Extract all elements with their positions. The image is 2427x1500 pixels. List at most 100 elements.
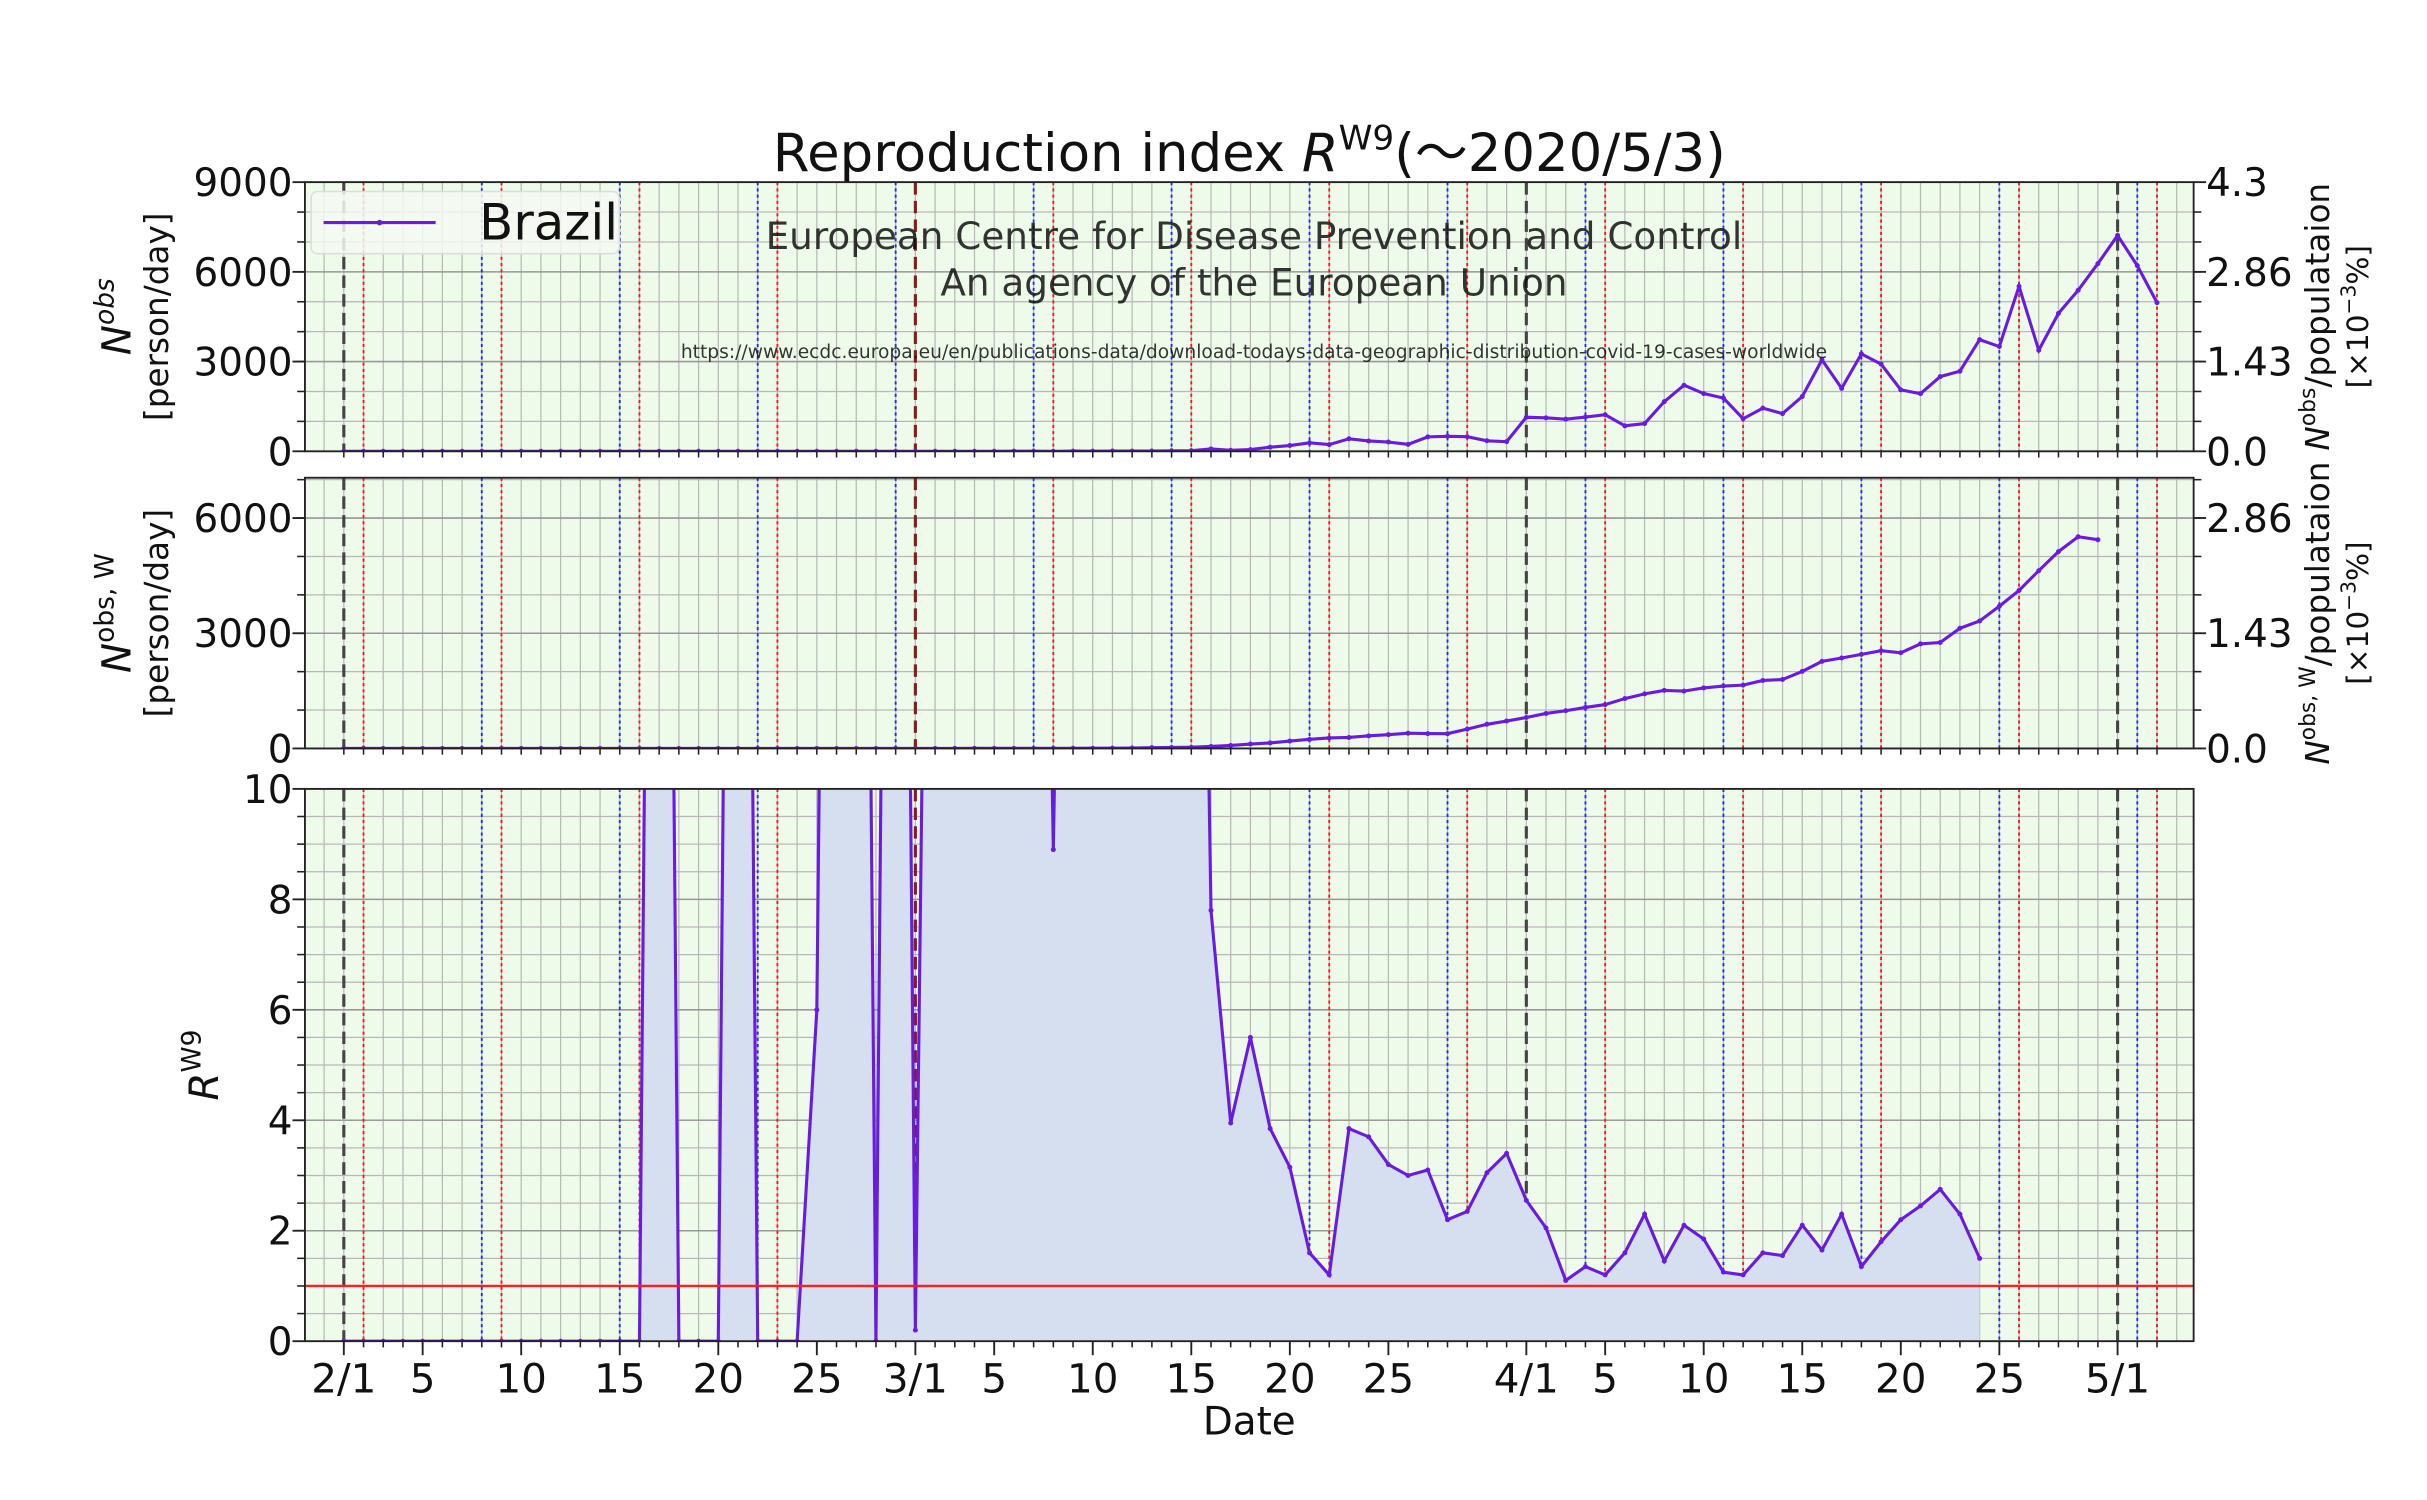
point xyxy=(1977,337,1983,343)
point xyxy=(2075,534,2081,540)
point xyxy=(1208,743,1214,749)
point xyxy=(2036,347,2042,353)
point xyxy=(1287,738,1293,744)
point xyxy=(1346,436,1352,442)
y-tick-label: 8 xyxy=(268,878,293,923)
y2-unit-text: [×10 xyxy=(2341,611,2375,685)
point xyxy=(1346,734,1352,740)
point xyxy=(1307,440,1313,446)
point xyxy=(1977,618,1983,624)
point xyxy=(1582,1264,1588,1270)
point xyxy=(1878,361,1884,367)
point xyxy=(1858,651,1864,657)
point xyxy=(1661,399,1667,405)
annotation: European Centre for Disease Prevention a… xyxy=(766,214,1743,258)
y-axis-label: Nobs, W xyxy=(90,553,141,673)
point xyxy=(1346,1126,1352,1132)
y-tick-label: 2 xyxy=(268,1210,293,1255)
point xyxy=(1898,650,1904,656)
y2-unit-end: %] xyxy=(2341,541,2375,581)
point xyxy=(1307,1250,1313,1256)
point xyxy=(1050,847,1056,853)
point xyxy=(1267,444,1273,450)
y2-label-sup: obs, W xyxy=(2296,666,2321,740)
point xyxy=(1937,374,1943,380)
point xyxy=(1799,668,1805,674)
y-label-symbol: N xyxy=(93,643,141,673)
y2-tick-label: 0.0 xyxy=(2206,430,2268,475)
point xyxy=(1622,423,1628,429)
point xyxy=(1247,1034,1253,1040)
data-layer xyxy=(341,534,2101,749)
x-tick-label: 5 xyxy=(410,1355,436,1403)
x-tick-label: 15 xyxy=(594,1355,645,1403)
x-tick-label: 15 xyxy=(1166,1355,1217,1403)
x-tick-label: 25 xyxy=(1363,1355,1414,1403)
y2-label-symbol: N xyxy=(2299,426,2337,450)
point xyxy=(2055,549,2061,555)
point xyxy=(1228,742,1234,748)
y2-unit-end: %] xyxy=(2341,245,2375,285)
point xyxy=(1563,416,1569,422)
line xyxy=(343,788,1982,1342)
legend-box xyxy=(310,190,620,255)
y-tick-label: 4 xyxy=(268,1099,293,1144)
point xyxy=(1918,641,1923,647)
point xyxy=(1366,1134,1372,1140)
point xyxy=(1819,658,1825,664)
point xyxy=(1681,688,1687,694)
x-tick-label: 10 xyxy=(495,1355,546,1403)
point xyxy=(1326,1272,1332,1278)
point xyxy=(1543,415,1549,421)
point xyxy=(1760,405,1766,411)
point xyxy=(1425,1167,1431,1173)
y-axis-label: RW9 xyxy=(177,1030,228,1101)
point xyxy=(2016,587,2022,593)
point xyxy=(1977,1255,1983,1261)
y-tick-label: 3000 xyxy=(194,612,293,657)
x-tick-label: 5/1 xyxy=(2085,1355,2150,1403)
x-tick-label: 20 xyxy=(1264,1355,1315,1403)
point xyxy=(1996,603,2002,609)
point xyxy=(1957,1211,1963,1217)
plot-frame xyxy=(303,181,2195,453)
y2-label-text: /populataion xyxy=(2299,183,2337,388)
x-tick-label: 10 xyxy=(1678,1355,1729,1403)
point xyxy=(2036,568,2042,574)
x-tick-label: 15 xyxy=(1777,1355,1828,1403)
point xyxy=(1366,438,1372,444)
point xyxy=(1484,721,1490,727)
y2-axis-label: Nobs, W/populataion xyxy=(2296,462,2337,765)
point xyxy=(1819,1247,1825,1253)
point xyxy=(1504,1150,1510,1156)
x-tick-label: 25 xyxy=(791,1355,842,1403)
chart-title: Reproduction index RW9(〜2020/5/3) xyxy=(773,118,1726,184)
point xyxy=(1385,1161,1391,1167)
point xyxy=(1287,1164,1293,1170)
y-tick-label: 0 xyxy=(268,1320,293,1365)
data-layer xyxy=(304,788,2194,1342)
point xyxy=(912,1327,918,1333)
point xyxy=(1760,677,1766,683)
point xyxy=(1740,682,1746,688)
point xyxy=(1602,412,1608,418)
point xyxy=(1247,741,1253,747)
point xyxy=(1208,446,1214,452)
point xyxy=(1740,416,1746,422)
title-text: Reproduction index xyxy=(773,123,1302,184)
title-sup: W9 xyxy=(1339,118,1395,158)
point xyxy=(1385,732,1391,738)
point xyxy=(1898,387,1904,393)
y2-label-text: /populataion xyxy=(2299,462,2337,667)
point xyxy=(2095,261,2101,267)
y-tick-label: 6000 xyxy=(194,497,293,542)
point xyxy=(1937,1186,1943,1192)
y2-unit-sup: −3 xyxy=(2336,285,2360,315)
point xyxy=(1208,907,1214,913)
title-suffix: (〜2020/5/3) xyxy=(1394,123,1726,184)
point xyxy=(1799,394,1805,399)
point xyxy=(1642,421,1648,427)
